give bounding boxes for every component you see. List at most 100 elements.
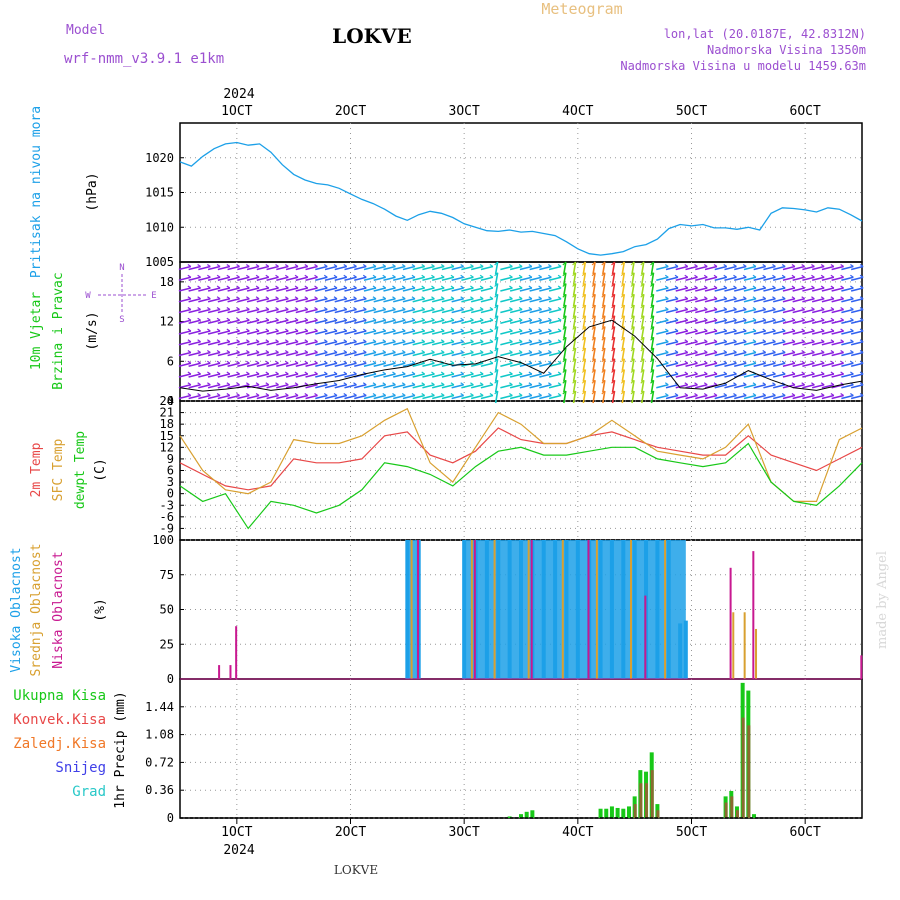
wind-barb-head <box>611 358 615 363</box>
wind-barb-head <box>684 274 689 278</box>
wind-barb-head <box>362 285 367 289</box>
wind-barb <box>772 383 786 389</box>
wind-barb <box>631 390 635 404</box>
wind-barb <box>724 330 737 335</box>
wind-barb <box>246 276 260 282</box>
wind-barb <box>753 383 766 389</box>
y-tick-label: 12 <box>160 315 174 329</box>
wind-barb-head <box>470 328 474 332</box>
wind-barb-head <box>489 274 494 278</box>
wind-barb-head <box>830 360 835 364</box>
wind-barb-head <box>343 360 348 364</box>
pressure-unit: (hPa) <box>85 172 100 211</box>
cloud-low-bar <box>644 595 647 679</box>
precip-conv-bar <box>645 783 649 818</box>
wind-barb-head <box>859 382 864 386</box>
wind-barb <box>480 340 494 346</box>
wind-barb <box>256 308 270 314</box>
wind-barb-head <box>538 285 542 289</box>
wind-barb-head <box>811 285 815 289</box>
wind-barb <box>198 373 211 378</box>
cloud-high-bar <box>632 540 637 679</box>
wind-barb <box>563 315 567 328</box>
wind-barb-head <box>811 382 815 386</box>
wind-barb-head <box>509 350 513 353</box>
y-tick-label: 1010 <box>145 220 174 234</box>
wind-barb <box>841 330 854 335</box>
wind-barb-head <box>197 393 201 396</box>
wind-barb <box>383 330 396 335</box>
precip-total-bar <box>609 806 614 818</box>
wind-barb-head <box>674 328 679 332</box>
wind-barb <box>592 358 596 371</box>
wind-barb <box>422 276 435 282</box>
wind-barb-head <box>620 358 625 363</box>
wind-barb-head <box>470 382 474 386</box>
cloud-high-bar <box>484 540 489 679</box>
wind-barb <box>539 351 552 357</box>
wind-barb-head <box>284 264 289 267</box>
wind-barb <box>841 383 854 389</box>
wind-barb-head <box>255 317 260 321</box>
wind-barb-head <box>489 317 494 321</box>
wind-barb <box>782 330 796 335</box>
wind-barb <box>393 383 406 389</box>
cloud-mid-bar <box>410 540 413 679</box>
wind-barb <box>519 276 533 282</box>
wind-barb <box>217 265 231 271</box>
wind-barb-head <box>859 296 864 300</box>
wind-barb <box>207 319 221 325</box>
wind-barb-head <box>562 379 567 384</box>
wind-barb <box>831 340 844 346</box>
wind-barb-head <box>509 307 513 310</box>
wind-barb <box>548 297 562 303</box>
wind-barb-head <box>275 274 279 278</box>
wind-barb-head <box>343 274 348 278</box>
wind-barb <box>602 369 606 382</box>
wind-barb-head <box>791 339 796 343</box>
wind-barb-head <box>494 336 499 341</box>
wind-barb <box>602 283 606 296</box>
wind-barb-head <box>694 274 698 278</box>
wind-barb-head <box>216 393 221 396</box>
wind-barb <box>295 319 308 325</box>
bottom-tick-label: 4OCT <box>562 825 593 840</box>
wind-barb-head <box>284 382 289 386</box>
wind-barb <box>393 362 406 368</box>
wind-barb-head <box>236 371 240 375</box>
bottom-tick-label: 1OCT <box>221 825 252 840</box>
wind-barb <box>315 373 328 378</box>
wind-barb <box>480 362 494 368</box>
cloud-mid-bar <box>561 540 564 679</box>
wind-barb <box>592 304 596 318</box>
wind-barb-head <box>562 369 567 373</box>
wind-barb <box>811 308 825 314</box>
wind-barb-head <box>304 264 309 267</box>
wind-barb-head <box>489 296 494 300</box>
wind-barb <box>334 287 347 292</box>
wind-barb-head <box>591 304 596 309</box>
wind-barb-head <box>255 328 260 332</box>
wind-barb-head <box>314 371 318 375</box>
wind-barb <box>334 351 347 357</box>
wind-barb <box>198 287 211 292</box>
wind-barb-head <box>630 283 635 287</box>
wind-barb <box>431 351 445 357</box>
y-tick-label: -9 <box>160 521 174 535</box>
wind-barb-head <box>694 371 698 375</box>
wind-barb <box>334 297 347 303</box>
wind-barb <box>276 319 289 325</box>
wind-barb <box>539 265 552 271</box>
wind-barb-head <box>752 350 757 353</box>
wind-barb <box>334 308 347 314</box>
wind-barb-head <box>591 315 596 320</box>
wind-barb <box>383 394 396 400</box>
wind-barb <box>802 373 815 378</box>
y-tick-label: 0 <box>167 672 174 686</box>
wind-barb <box>831 319 844 325</box>
bottom-tick-label: 3OCT <box>449 825 480 840</box>
wind-barb <box>675 351 688 357</box>
wind-barb <box>602 337 606 350</box>
wind-barb <box>237 330 250 335</box>
wind-barb <box>422 319 435 325</box>
